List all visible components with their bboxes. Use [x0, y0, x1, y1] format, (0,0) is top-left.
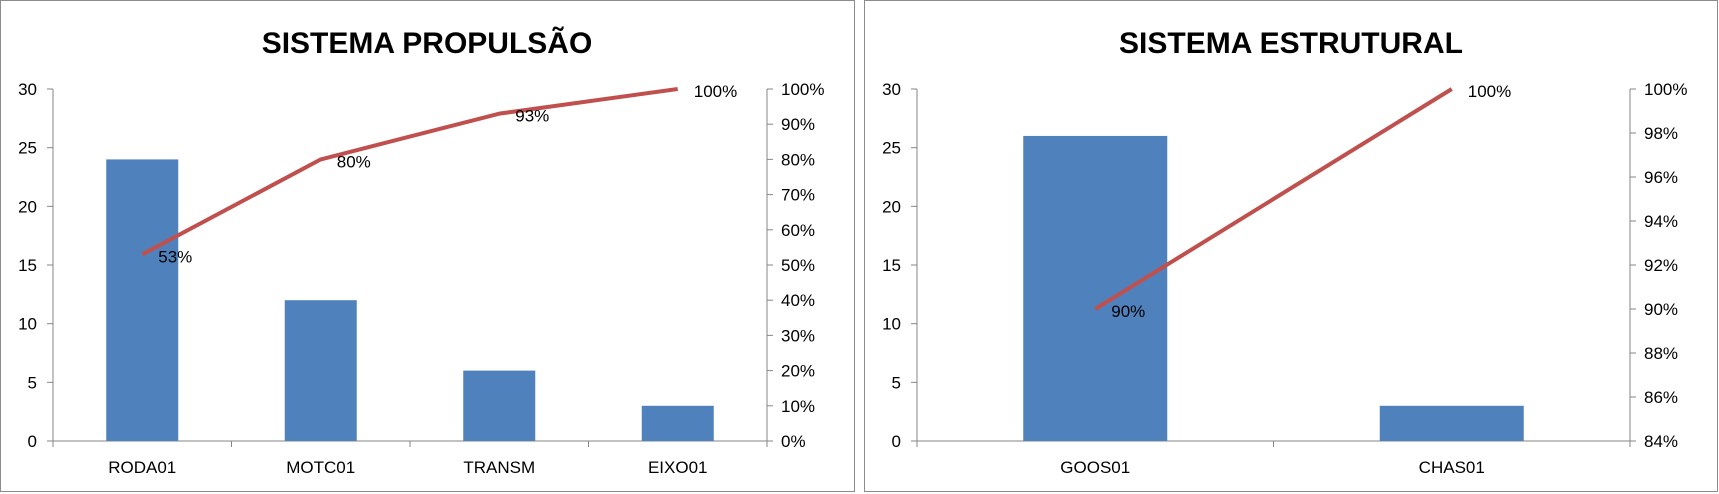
y2-tick-label: 84%: [1644, 432, 1678, 451]
cumulative-data-label: 100%: [1468, 82, 1511, 101]
y2-tick-label: 50%: [781, 256, 815, 275]
y-tick-label: 20: [882, 197, 901, 216]
pareto-chart-estrutural: SISTEMA ESTRUTURAL 0 5 10 15 20 25 30 84% 86% 88% 9…: [882, 27, 1687, 477]
y-tick-label: 30: [18, 80, 37, 99]
bar-eixo01: [641, 405, 714, 441]
y2-tick-label: 94%: [1644, 212, 1678, 231]
cumulative-line: [141, 87, 679, 257]
x-tick-label: RODA01: [108, 458, 176, 477]
y-tick-label: 10: [882, 315, 901, 334]
y2-tick-label: 70%: [781, 186, 815, 205]
y2-tick-label: 98%: [1644, 124, 1678, 143]
chart-panel-estrutural: SISTEMA ESTRUTURAL 0 5 10 15 20 25 30 84% 86% 88% 9…: [864, 0, 1718, 492]
cumulative-data-label: 80%: [337, 152, 371, 171]
y2-tick-label: 86%: [1644, 388, 1678, 407]
cumulative-data-label: 53%: [158, 247, 192, 266]
chart-title: SISTEMA PROPULSÃO: [262, 26, 593, 60]
bar-roda01: [106, 159, 179, 441]
y-tick-label: 20: [18, 197, 37, 216]
y-tick-label: 5: [892, 373, 901, 392]
x-tick-label: EIXO01: [648, 458, 708, 477]
y2-tick-label: 100%: [1644, 80, 1687, 99]
y2-tick-label: 20%: [781, 362, 815, 381]
pareto-chart-propulsao: SISTEMA PROPULSÃO 0 5 10 15 20 25 30 0% 10% 20% 30%…: [18, 26, 824, 477]
y-tick-label: 0: [892, 432, 901, 451]
y2-tick-label: 96%: [1644, 168, 1678, 187]
bar-goos01: [1023, 135, 1168, 441]
y-tick-label: 25: [882, 139, 901, 158]
y2-tick-label: 80%: [781, 150, 815, 169]
x-tick-label: CHAS01: [1419, 458, 1485, 477]
bar-transm: [463, 370, 536, 441]
y2-tick-label: 40%: [781, 291, 815, 310]
cumulative-line: [1094, 87, 1453, 311]
x-tick-label: GOOS01: [1060, 458, 1130, 477]
chart-panel-propulsao: SISTEMA PROPULSÃO 0 5 10 15 20 25 30 0% 10% 20% 30%…: [0, 0, 855, 492]
y-tick-label: 30: [882, 80, 901, 99]
y-tick-label: 10: [18, 315, 37, 334]
y2-tick-label: 90%: [1644, 300, 1678, 319]
x-tick-label: MOTC01: [286, 458, 355, 477]
y-tick-label: 25: [18, 139, 37, 158]
y2-tick-label: 60%: [781, 221, 815, 240]
bar-chas01: [1379, 405, 1524, 441]
bar-motc01: [284, 300, 357, 441]
y2-tick-label: 90%: [781, 115, 815, 134]
y2-tick-label: 30%: [781, 326, 815, 345]
y2-tick-label: 100%: [781, 80, 824, 99]
y-tick-label: 5: [28, 373, 37, 392]
x-tick-label: TRANSM: [463, 458, 535, 477]
y-tick-label: 0: [28, 432, 37, 451]
cumulative-data-label: 90%: [1111, 302, 1145, 321]
cumulative-data-label: 93%: [515, 107, 549, 126]
y2-tick-label: 88%: [1644, 344, 1678, 363]
y2-tick-label: 0%: [781, 432, 806, 451]
y2-tick-label: 10%: [781, 397, 815, 416]
cumulative-data-label: 100%: [694, 82, 737, 101]
y-tick-label: 15: [18, 256, 37, 275]
chart-title: SISTEMA ESTRUTURAL: [1119, 27, 1463, 60]
y-tick-label: 15: [882, 256, 901, 275]
y2-tick-label: 92%: [1644, 256, 1678, 275]
